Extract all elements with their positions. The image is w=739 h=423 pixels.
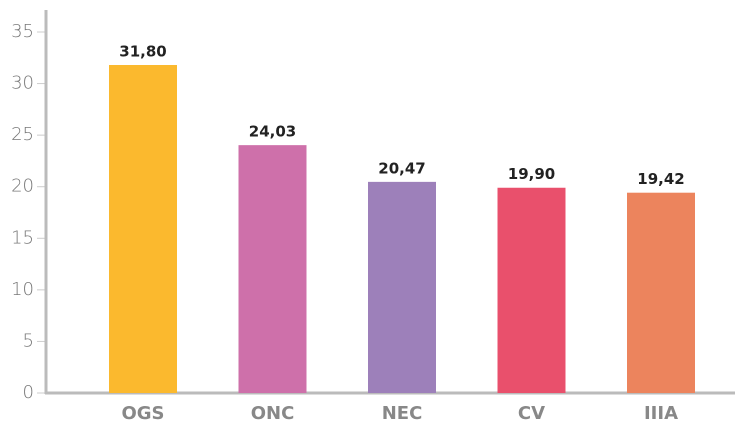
value-label: 19,90	[508, 165, 555, 183]
x-tick-label: NEC	[382, 403, 423, 423]
x-tick-label: CV	[518, 403, 545, 423]
bar	[238, 145, 307, 393]
x-tick-label: OGS	[121, 403, 164, 423]
bar	[109, 65, 177, 394]
y-tick-label: 20	[11, 176, 34, 197]
bar	[627, 192, 695, 393]
x-tick-label: ONC	[251, 403, 295, 423]
value-label: 31,80	[119, 43, 166, 61]
y-tick-label: 15	[11, 227, 34, 248]
y-tick-label: 30	[11, 73, 34, 94]
value-label: 19,42	[637, 170, 684, 188]
y-tick-label: 35	[11, 21, 34, 42]
bar	[497, 187, 566, 393]
x-tick-label: IIIA	[644, 403, 678, 423]
value-label: 20,47	[378, 159, 425, 177]
y-tick-label: 5	[23, 330, 34, 351]
value-label: 24,03	[249, 123, 296, 141]
y-tick-label: 10	[11, 279, 34, 300]
y-tick-label: 25	[11, 124, 34, 145]
y-tick-label: 0	[23, 382, 34, 403]
bar	[368, 181, 436, 393]
